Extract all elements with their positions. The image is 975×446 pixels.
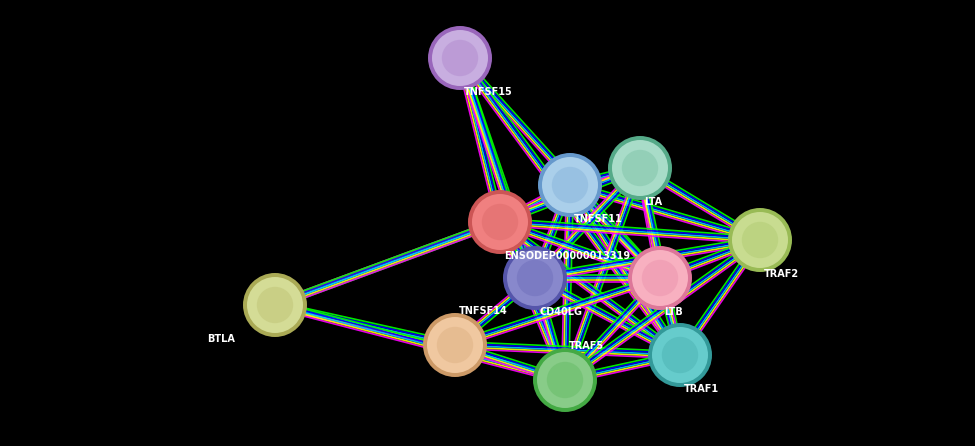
Circle shape [628, 246, 692, 310]
Circle shape [732, 212, 788, 268]
Circle shape [742, 222, 778, 258]
Circle shape [472, 194, 528, 250]
Circle shape [642, 260, 679, 296]
Circle shape [542, 157, 598, 213]
Circle shape [468, 190, 532, 254]
Circle shape [503, 246, 567, 310]
Circle shape [547, 362, 583, 398]
Text: ENSODEP00000013319: ENSODEP00000013319 [504, 251, 630, 261]
Circle shape [538, 153, 602, 217]
Text: TNFSF14: TNFSF14 [459, 306, 508, 316]
Circle shape [482, 204, 518, 240]
Circle shape [552, 167, 588, 203]
Circle shape [507, 250, 563, 306]
Text: TNFSF11: TNFSF11 [574, 214, 623, 224]
Circle shape [652, 327, 708, 383]
Circle shape [247, 277, 303, 333]
Circle shape [533, 348, 597, 412]
Text: BTLA: BTLA [207, 334, 235, 344]
Text: TRAF1: TRAF1 [684, 384, 720, 394]
Text: TRAF2: TRAF2 [764, 269, 799, 279]
Circle shape [427, 317, 483, 373]
Circle shape [423, 313, 487, 377]
Text: TNFSF15: TNFSF15 [464, 87, 513, 97]
Circle shape [432, 30, 488, 86]
Circle shape [662, 337, 698, 373]
Circle shape [608, 136, 672, 200]
Circle shape [648, 323, 712, 387]
Circle shape [612, 140, 668, 196]
Circle shape [256, 287, 293, 323]
Circle shape [632, 250, 688, 306]
Circle shape [728, 208, 792, 272]
Circle shape [428, 26, 492, 90]
Circle shape [442, 40, 478, 76]
Circle shape [437, 327, 473, 363]
Circle shape [622, 150, 658, 186]
Text: LTB: LTB [664, 307, 682, 317]
Circle shape [517, 260, 553, 296]
Text: TRAF5: TRAF5 [569, 341, 604, 351]
Circle shape [537, 352, 593, 408]
Text: CD40LG: CD40LG [539, 307, 582, 317]
Text: LTA: LTA [644, 197, 662, 207]
Circle shape [243, 273, 307, 337]
